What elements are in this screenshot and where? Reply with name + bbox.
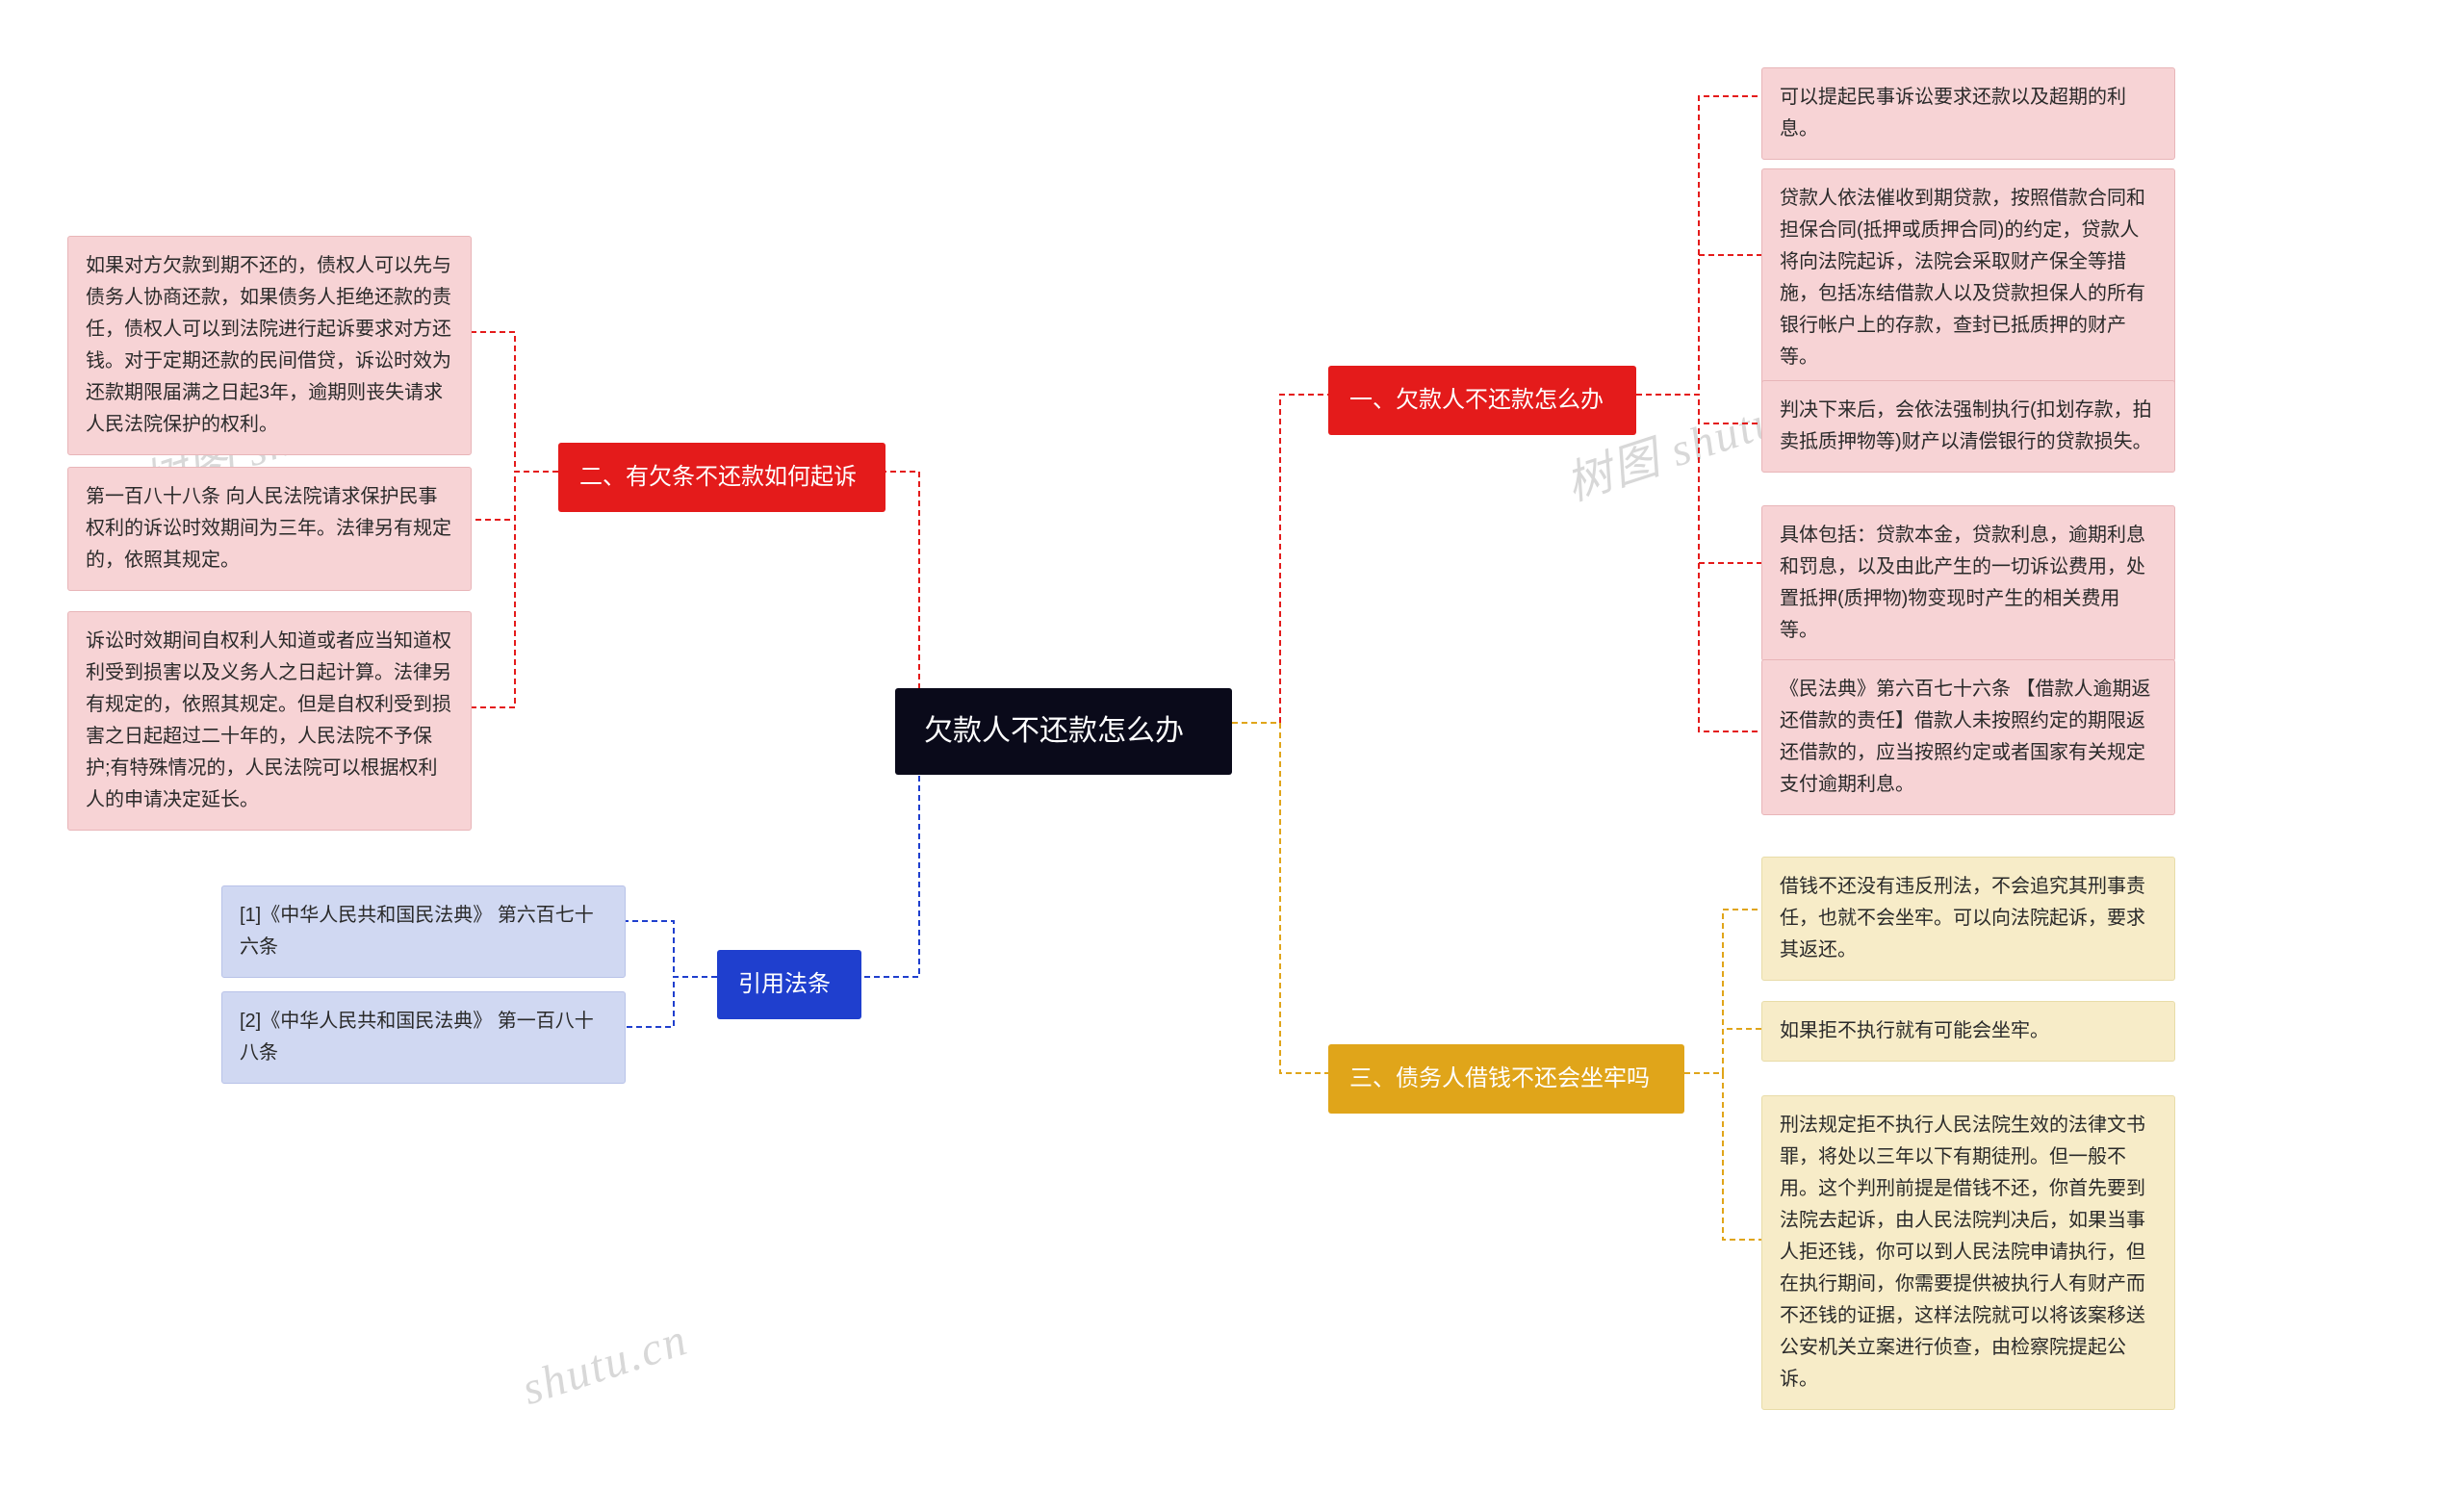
leaf-node: [2]《中华人民共和国民法典》 第一百八十八条 bbox=[221, 991, 626, 1084]
leaf-node: 贷款人依法催收到期贷款，按照借款合同和担保合同(抵押或质押合同)的约定，贷款人将… bbox=[1761, 168, 2175, 388]
leaf-node: 诉讼时效期间自权利人知道或者应当知道权利受到损害以及义务人之日起计算。法律另有规… bbox=[67, 611, 472, 831]
branch-node-4: 引用法条 bbox=[717, 950, 861, 1019]
leaf-node: [1]《中华人民共和国民法典》 第六百七十六条 bbox=[221, 885, 626, 978]
leaf-node: 如果拒不执行就有可能会坐牢。 bbox=[1761, 1001, 2175, 1062]
branch-node-3: 三、债务人借钱不还会坐牢吗 bbox=[1328, 1044, 1684, 1114]
leaf-node: 可以提起民事诉讼要求还款以及超期的利息。 bbox=[1761, 67, 2175, 160]
leaf-node: 第一百八十八条 向人民法院请求保护民事权利的诉讼时效期间为三年。法律另有规定的，… bbox=[67, 467, 472, 591]
leaf-node: 判决下来后，会依法强制执行(扣划存款，拍卖抵质押物等)财产以清偿银行的贷款损失。 bbox=[1761, 380, 2175, 473]
leaf-node: 借钱不还没有违反刑法，不会追究其刑事责任，也就不会坐牢。可以向法院起诉，要求其返… bbox=[1761, 857, 2175, 981]
center-node: 欠款人不还款怎么办 bbox=[895, 688, 1232, 775]
leaf-node: 刑法规定拒不执行人民法院生效的法律文书罪，将处以三年以下有期徒刑。但一般不用。这… bbox=[1761, 1095, 2175, 1410]
leaf-node: 如果对方欠款到期不还的，债权人可以先与债务人协商还款，如果债务人拒绝还款的责任，… bbox=[67, 236, 472, 455]
branch-node-2: 二、有欠条不还款如何起诉 bbox=[558, 443, 886, 512]
branch-node-1: 一、欠款人不还款怎么办 bbox=[1328, 366, 1636, 435]
watermark: shutu.cn bbox=[516, 1313, 695, 1416]
leaf-node: 《民法典》第六百七十六条 【借款人逾期返还借款的责任】借款人未按照约定的期限返还… bbox=[1761, 659, 2175, 815]
leaf-node: 具体包括：贷款本金，贷款利息，逾期利息和罚息，以及由此产生的一切诉讼费用，处置抵… bbox=[1761, 505, 2175, 661]
